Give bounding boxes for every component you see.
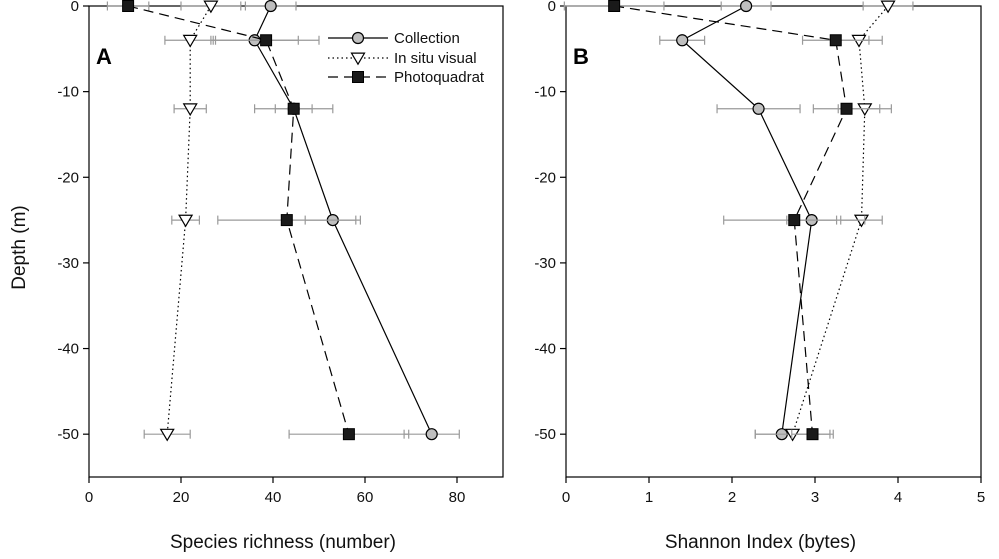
panel-b-series-in-situ-visual <box>754 0 914 442</box>
panel-b-y-tick-label: -40 <box>534 341 556 358</box>
legend-collection-marker <box>351 31 365 45</box>
panel-a-collection-point <box>264 0 277 13</box>
panel-b-y-tick-label: 0 <box>548 0 556 15</box>
panel-b-x-tick-label: 3 <box>811 489 819 506</box>
panel-b-photoquadrat-point <box>788 214 801 227</box>
panel-a-photoquadrat-point <box>342 428 355 441</box>
panel-a-in-situ-visual-point <box>203 0 219 14</box>
panel-a-photoquadrat-point <box>280 214 293 227</box>
panel-b-y-tick-label: -50 <box>534 426 556 443</box>
panel-b-shannon-index: 0 1 2 3 4 5 0 -10 -20 -30 -40 -50 Shannon Index (byt… <box>534 0 985 553</box>
panel-a-in-situ-visual-point <box>159 428 175 442</box>
panel-b-photoquadrat-point <box>840 102 853 115</box>
panel-a-in-situ-visual-point <box>182 34 198 48</box>
panel-b-x-tick-label: 5 <box>977 489 985 506</box>
panel-a-series-photoquadrat <box>106 0 410 441</box>
legend-photoquadrat-label: Photoquadrat <box>394 69 485 86</box>
legend-collection-label: Collection <box>394 30 460 47</box>
panel-b-collection-point <box>740 0 753 13</box>
panel-b-collection-point <box>676 34 689 47</box>
panel-b-letter: B <box>573 44 589 69</box>
panel-b-in-situ-visual-point <box>785 428 801 442</box>
panel-b-x-tick-label: 1 <box>645 489 653 506</box>
panel-a-x-tick-label: 60 <box>357 489 374 506</box>
panel-a-y-tick-label: -40 <box>57 341 79 358</box>
panel-b-x-axis-title: Shannon Index (bytes) <box>665 532 856 553</box>
panel-a-photoquadrat-point <box>287 102 300 115</box>
panel-b-collection-point <box>752 102 765 115</box>
panel-b-in-situ-visual-point <box>851 34 867 48</box>
panel-b-in-situ-visual-point <box>853 214 870 228</box>
panel-a-in-situ-visual-point <box>178 214 194 228</box>
legend-item-in-situ-visual: In situ visual <box>328 50 477 67</box>
panel-a-x-axis-title: Species richness (number) <box>170 532 396 553</box>
panel-a-photoquadrat-point <box>122 0 135 12</box>
panel-b-photoquadrat-point <box>829 34 842 47</box>
legend-in-situ-visual-label: In situ visual <box>394 50 477 67</box>
panel-a-y-tick-label: -50 <box>57 426 79 443</box>
panel-a-y-tick-label: 0 <box>71 0 79 15</box>
panel-b-y-tick-label: -10 <box>534 84 556 101</box>
panel-a-x-tick-label: 20 <box>173 489 190 506</box>
panel-b-x-tick-label: 2 <box>728 489 736 506</box>
panel-b-x-tick-label: 4 <box>894 489 902 506</box>
panel-b-y-tick-label: -30 <box>534 255 556 272</box>
legend: Collection In situ visual Photoquadrat <box>328 30 485 86</box>
panel-a-in-situ-visual-point <box>182 103 198 117</box>
legend-in-situ-visual-marker <box>350 52 366 66</box>
panel-a-y-tick-label: -30 <box>57 255 79 272</box>
legend-photoquadrat-marker <box>352 71 364 83</box>
panel-b-in-situ-visual-point <box>880 0 896 14</box>
panel-b-x-tick-label: 0 <box>562 489 570 506</box>
panel-a-x-tick-label: 40 <box>265 489 282 506</box>
panel-a-letter: A <box>96 44 112 69</box>
panel-a-collection-point <box>425 428 438 441</box>
panel-a-x-tick-label: 0 <box>85 489 93 506</box>
panel-b-photoquadrat-point <box>608 0 621 12</box>
panel-b-plot-frame <box>565 5 982 478</box>
panel-a-photoquadrat-point <box>260 34 273 47</box>
panel-b-in-situ-visual-point <box>857 103 873 117</box>
panel-a-series-in-situ-visual <box>143 0 242 442</box>
panel-a-species-richness: 0 20 40 60 80 0 -10 -20 -30 -40 -50 Species richnes… <box>9 0 504 553</box>
legend-item-collection: Collection <box>328 30 460 47</box>
panel-b-photoquadrat-point <box>806 428 819 441</box>
panel-a-x-tick-label: 80 <box>449 489 466 506</box>
panel-b-y-tick-label: -20 <box>534 169 556 186</box>
legend-item-photoquadrat: Photoquadrat <box>328 69 485 86</box>
panel-a-y-tick-label: -20 <box>57 169 79 186</box>
panel-a-y-tick-label: -10 <box>57 84 79 101</box>
panel-a-y-axis-title: Depth (m) <box>9 205 30 289</box>
panel-b-series-photoquadrat <box>563 0 881 441</box>
